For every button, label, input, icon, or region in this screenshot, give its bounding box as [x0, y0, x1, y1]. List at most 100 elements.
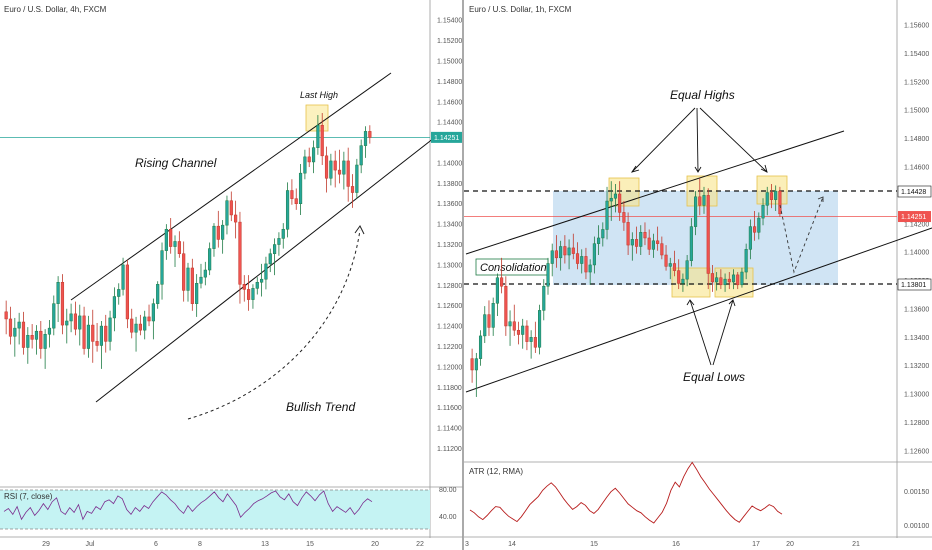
- candle-body: [672, 263, 677, 271]
- price-tick-label: 1.15000: [904, 108, 929, 115]
- candle-body: [333, 160, 337, 171]
- candle-body: [303, 156, 307, 174]
- candle-body: [778, 190, 782, 215]
- equal-lows-arrowhead-1: [686, 299, 695, 306]
- price-tick-label: 1.12600: [904, 448, 929, 455]
- candle-body: [618, 193, 622, 213]
- price-tick-label: 1.12800: [437, 283, 462, 290]
- projected-path-arrowhead: [817, 196, 824, 202]
- candle-body: [685, 260, 689, 280]
- price-tick-label: 1.12600: [437, 303, 462, 310]
- candle-body: [698, 196, 702, 206]
- candle-body: [563, 246, 567, 256]
- candle-body: [182, 253, 186, 291]
- price-tick-label: 1.15400: [904, 51, 929, 58]
- resistance-level-tag: [897, 185, 932, 198]
- candle-body: [355, 164, 359, 193]
- candle-body: [575, 253, 580, 264]
- candle-body: [491, 303, 495, 328]
- price-tick-label: 1.15600: [904, 23, 929, 30]
- rsi-level-40: 40.00: [439, 514, 457, 521]
- bullish-trend-arrowhead: [354, 225, 365, 235]
- candle-body: [346, 160, 350, 187]
- candle-body: [281, 228, 285, 239]
- price-tick-label: 1.13600: [437, 201, 462, 208]
- candle-body: [156, 284, 160, 304]
- candle-body: [643, 232, 647, 239]
- candle-body: [264, 263, 268, 280]
- resistance-level-tag-label: 1.14428: [901, 189, 926, 196]
- candle-body: [251, 288, 255, 300]
- candle-body: [173, 241, 177, 247]
- candle-body: [91, 324, 95, 342]
- price-tick-label: 1.15000: [437, 59, 462, 66]
- candle-body: [8, 318, 13, 337]
- rsi-line: [3, 490, 373, 521]
- candle-body: [723, 278, 727, 286]
- candle-body: [727, 278, 731, 283]
- candle-body: [78, 315, 82, 330]
- candle-body: [630, 239, 634, 246]
- candle-body: [668, 263, 672, 267]
- candle-body: [580, 256, 584, 264]
- candle-body: [56, 282, 60, 304]
- price-tick-label: 1.14600: [437, 99, 462, 106]
- candle-body: [203, 269, 207, 278]
- last-high-label: Last High: [300, 90, 338, 100]
- candle-body: [208, 248, 212, 271]
- candle-body: [525, 325, 529, 342]
- equal-highs-label: Equal Highs: [670, 88, 735, 102]
- candle-body: [298, 172, 303, 204]
- candle-body: [761, 205, 765, 219]
- price-tick-label: 1.12400: [437, 324, 462, 331]
- right-candles: [470, 178, 782, 397]
- candle-body: [290, 190, 294, 199]
- left-chart-panel: Euro / U.S. Dollar, 4h, FXCM 1.154001.15…: [0, 0, 464, 550]
- equal-highs-arrowhead-1: [630, 165, 640, 173]
- right-price-tag-label: 1.14251: [901, 214, 926, 221]
- time-tick-label: 29: [42, 541, 50, 548]
- candle-body: [238, 221, 242, 285]
- time-tick-label: 22: [416, 541, 424, 548]
- candle-body: [719, 277, 723, 286]
- candle-body: [17, 321, 21, 329]
- atr-label: ATR (12, RMA): [469, 467, 523, 476]
- candle-body: [744, 249, 748, 273]
- time-tick-label: 8: [198, 541, 202, 548]
- time-tick-label: 13: [261, 541, 269, 548]
- candle-body: [86, 324, 91, 349]
- candle-body: [538, 310, 542, 348]
- price-tick-label: 1.13400: [437, 222, 462, 229]
- candle-body: [247, 289, 251, 300]
- candle-body: [495, 277, 499, 304]
- candle-body: [268, 253, 272, 265]
- consolidation-label: Consolidation: [480, 262, 547, 274]
- candle-body: [342, 160, 346, 175]
- left-price-axis: 1.15400 1.15200 1.15000 1.14800 1.14600 1.144…: [437, 18, 462, 453]
- candle-body: [702, 195, 706, 206]
- candle-body: [199, 276, 203, 284]
- candle-body: [147, 316, 151, 322]
- candle-body: [731, 274, 736, 283]
- candle-body: [169, 228, 173, 247]
- atr-line: [469, 461, 783, 524]
- candle-body: [21, 321, 26, 348]
- candle-body: [4, 311, 8, 320]
- time-tick-label: 21: [852, 541, 860, 548]
- equal-lows-arrowhead-2: [728, 299, 736, 307]
- time-tick-label: 14: [508, 541, 516, 548]
- price-tick-label: 1.15200: [437, 38, 462, 45]
- candle-body: [533, 337, 537, 348]
- candle-body: [483, 314, 487, 337]
- time-tick-label: 20: [371, 541, 379, 548]
- candle-body: [350, 186, 355, 193]
- left-price-tag: [431, 131, 462, 143]
- candle-body: [30, 335, 34, 340]
- left-candles: [4, 113, 372, 369]
- price-tick-label: 1.11400: [437, 426, 462, 433]
- right-symbol-title: Euro / U.S. Dollar, 1h, FXCM: [469, 5, 572, 14]
- candle-body: [597, 237, 601, 244]
- candle-body: [748, 226, 752, 250]
- price-tick-label: 1.13000: [904, 392, 929, 399]
